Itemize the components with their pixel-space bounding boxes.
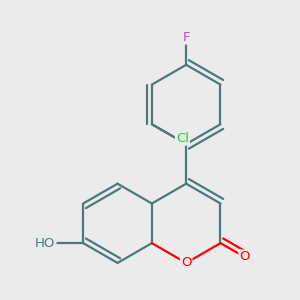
Text: F: F — [182, 31, 190, 44]
Text: Cl: Cl — [176, 132, 189, 145]
Text: O: O — [181, 256, 191, 269]
Text: HO: HO — [35, 237, 56, 250]
Text: O: O — [239, 250, 250, 263]
